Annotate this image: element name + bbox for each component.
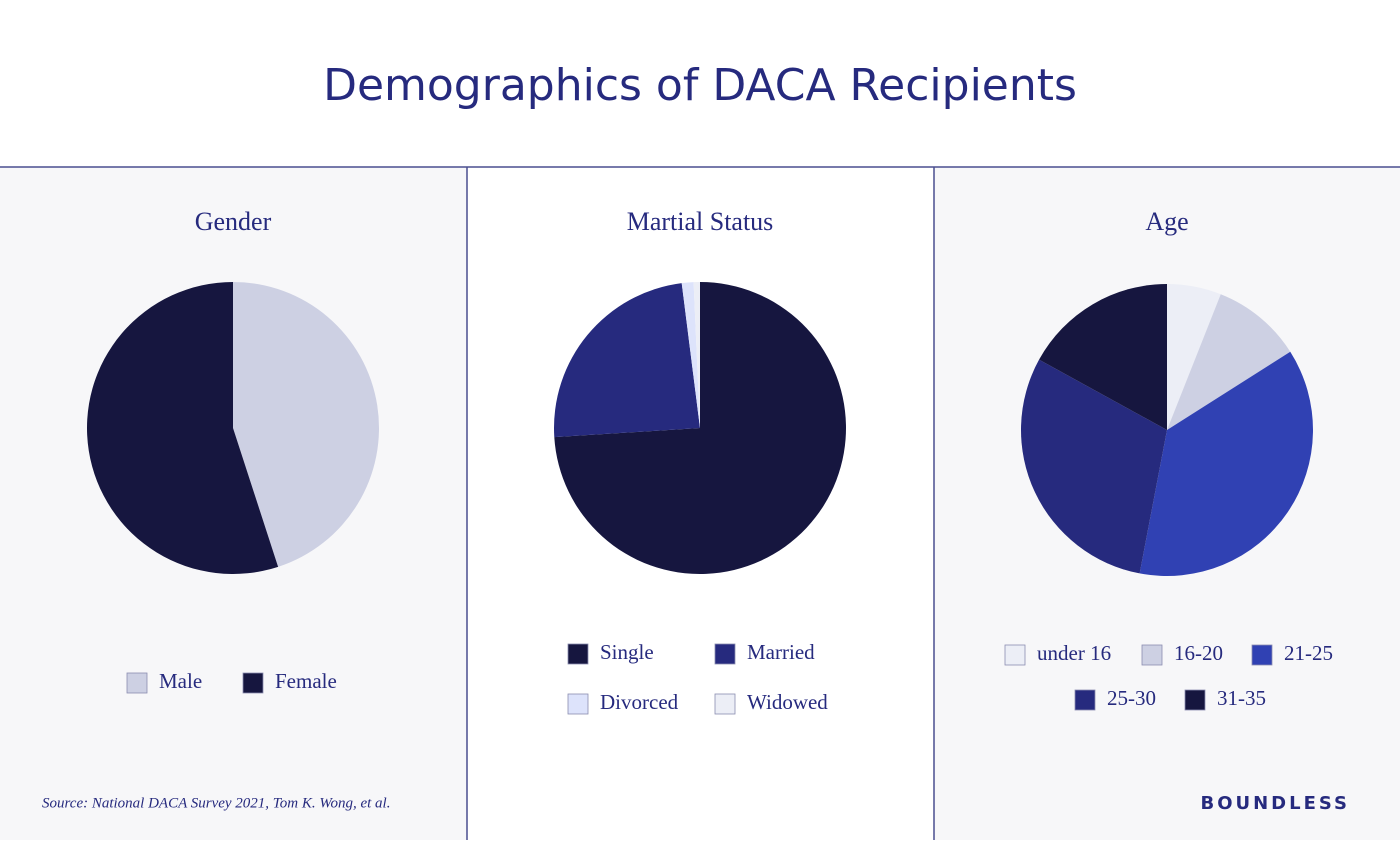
legend-label: 16-20 [1174,641,1223,665]
chart-title: Age [1145,207,1188,236]
legend-label: Divorced [600,690,679,714]
legend-swatch [1251,644,1273,666]
legend-label: Female [275,669,337,693]
page-title: Demographics of DACA Recipients [323,60,1077,111]
pie-slice [1167,284,1221,430]
pie-slice [554,282,846,575]
legend-swatch [1074,689,1096,711]
pie-slice [86,282,279,574]
legend-label: Male [159,669,202,693]
legend-swatch [1141,644,1163,666]
legend-label: 21-25 [1284,641,1333,665]
legend-label: Widowed [747,690,828,714]
source-note: Source: National DACA Survey 2021, Tom K… [42,795,390,811]
legend-label: Married [747,640,815,664]
pie-slice [693,282,700,428]
legend-swatch [567,643,589,665]
pie-slice [1039,284,1167,430]
legend-label: Single [600,640,654,664]
legend-swatch [126,672,148,694]
chart-title: Martial Status [627,207,774,236]
brand-logo: BOUNDLESS [1200,793,1350,814]
pie-slice [233,282,379,567]
pie-slice [681,282,700,428]
legend-swatch [714,643,736,665]
chart-title: Gender [195,207,272,236]
legend-label: under 16 [1037,641,1111,665]
legend-swatch [1184,689,1206,711]
legend-label: 31-35 [1217,686,1266,710]
pie-slice [553,283,700,438]
legend-swatch [242,672,264,694]
legend-swatch [714,693,736,715]
legend-swatch [1004,644,1026,666]
legend-swatch [567,693,589,715]
legend-label: 25-30 [1107,686,1156,710]
pie-slice [1139,351,1313,576]
pie-slice [1021,359,1167,574]
pie-slice [1167,294,1291,430]
